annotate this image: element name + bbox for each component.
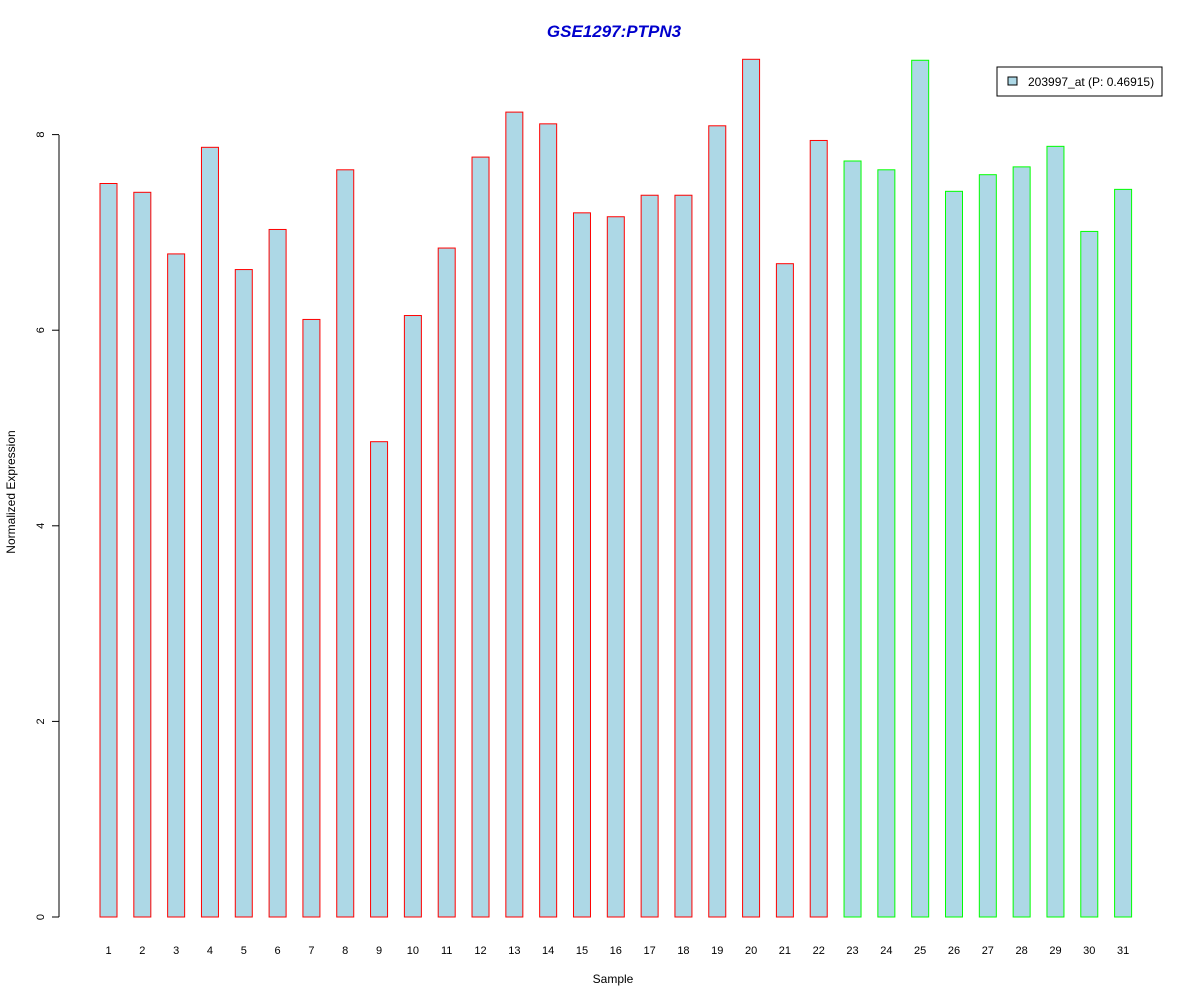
y-tick-label: 8 (35, 132, 47, 138)
x-tick-label: 25 (914, 945, 926, 957)
x-axis-tick-labels: 1 2 3 4 5 6 7 8 9 10 11 12 13 14 15 16 17 18 19 20 21 22 23 24 2… (105, 945, 1129, 957)
x-tick-label: 4 (207, 945, 213, 957)
bar-sample-30 (1080, 230, 1099, 918)
legend-box (996, 66, 1163, 97)
bar-sample-24 (877, 169, 896, 918)
bar-sample-25 (911, 59, 930, 918)
bar-sample-6 (268, 228, 287, 918)
x-tick-label: 13 (508, 945, 520, 957)
y-tick-label: 0 (35, 914, 47, 920)
x-tick-label: 20 (745, 945, 757, 957)
bar-sample-17 (640, 194, 659, 918)
bar-sample-23 (843, 160, 862, 918)
bar-sample-11 (437, 247, 456, 918)
x-tick-label: 28 (1016, 945, 1028, 957)
chart-title: GSE1297:PTPN3 (547, 22, 682, 41)
bar-sample-18 (674, 194, 693, 918)
bar-sample-27 (978, 174, 997, 918)
x-tick-label: 7 (308, 945, 314, 957)
y-tick-label: 4 (35, 523, 47, 529)
x-tick-label: 9 (376, 945, 382, 957)
x-tick-label: 30 (1083, 945, 1095, 957)
legend: 203997_at (P: 0.46915) (996, 66, 1163, 97)
y-tick-label: 6 (35, 327, 47, 333)
bar-sample-10 (403, 315, 422, 918)
bar-sample-5 (234, 269, 253, 918)
bar-sample-3 (167, 253, 186, 918)
y-axis-label: Normalized Expression (4, 430, 18, 553)
x-tick-label: 18 (677, 945, 689, 957)
bars-group (99, 58, 1133, 918)
legend-entry-label: 203997_at (P: 0.46915) (1028, 75, 1154, 89)
bar-sample-7 (302, 318, 321, 918)
bar-sample-4 (200, 146, 219, 918)
bar-sample-26 (945, 190, 963, 918)
bar-sample-29 (1046, 145, 1065, 918)
x-tick-label: 10 (407, 945, 419, 957)
bar-sample-14 (539, 123, 558, 918)
x-tick-label: 19 (711, 945, 723, 957)
y-tick-label: 2 (35, 718, 47, 724)
x-tick-label: 31 (1117, 945, 1129, 957)
x-tick-label: 23 (846, 945, 858, 957)
bar-sample-15 (572, 212, 591, 918)
x-tick-label: 5 (241, 945, 247, 957)
x-tick-label: 6 (275, 945, 281, 957)
bar-sample-22 (809, 139, 828, 918)
x-tick-label: 2 (139, 945, 145, 957)
x-tick-label: 14 (542, 945, 554, 957)
x-tick-label: 11 (441, 945, 452, 957)
legend-swatch (1007, 76, 1018, 86)
x-tick-label: 17 (643, 945, 655, 957)
x-tick-label: 16 (610, 945, 622, 957)
bar-sample-31 (1114, 188, 1133, 918)
x-tick-label: 24 (880, 945, 892, 957)
x-tick-label: 29 (1049, 945, 1061, 957)
x-tick-label: 1 (105, 945, 111, 957)
bar-sample-16 (606, 216, 625, 918)
bar-sample-21 (775, 263, 794, 918)
bar-sample-1 (99, 183, 118, 918)
x-tick-label: 3 (173, 945, 179, 957)
y-axis-ticks: 0 2 4 6 8 (35, 132, 59, 920)
bar-sample-8 (336, 169, 355, 918)
x-tick-label: 22 (813, 945, 825, 957)
bar-sample-28 (1012, 166, 1031, 918)
bar-sample-12 (471, 156, 490, 918)
bar-sample-9 (370, 441, 389, 918)
x-tick-label: 21 (779, 945, 791, 957)
x-tick-label: 27 (982, 945, 994, 957)
bar-sample-20 (742, 58, 761, 918)
x-axis-label: Sample (593, 972, 634, 986)
bar-sample-19 (708, 125, 727, 918)
bar-sample-2 (133, 191, 152, 918)
x-tick-label: 26 (948, 945, 960, 957)
x-tick-label: 12 (474, 945, 486, 957)
x-tick-label: 8 (342, 945, 348, 957)
x-tick-label: 15 (576, 945, 588, 957)
bar-sample-13 (505, 111, 524, 918)
